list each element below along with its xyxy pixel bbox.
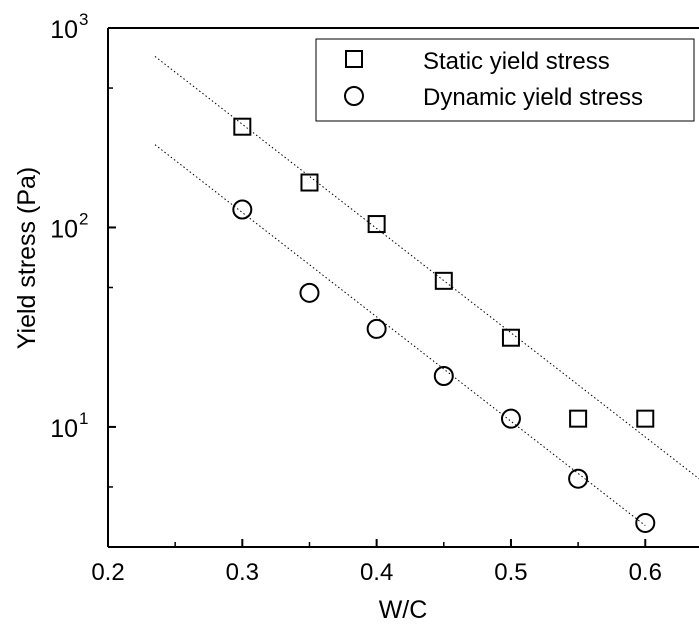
- dynamic-yield-point: [366, 318, 387, 339]
- legend-label-static: Static yield stress: [423, 48, 610, 75]
- fit-line: [154, 56, 699, 480]
- dynamic-yield-point: [299, 282, 320, 303]
- x-tick-label: 0.2: [91, 559, 124, 586]
- static-yield-point: [434, 271, 453, 290]
- dynamic-yield-point: [433, 365, 454, 386]
- static-yield-point: [501, 328, 520, 347]
- fit-line: [154, 144, 646, 527]
- y-tick-label-base: 10: [50, 215, 78, 243]
- legend-label-dynamic: Dynamic yield stress: [423, 84, 643, 111]
- legend-frame: [315, 38, 695, 122]
- x-tick-label: 0.5: [494, 559, 527, 586]
- y-axis-label: Yield stress (Pa): [13, 167, 41, 349]
- legend: Static yield stress Dynamic yield stress: [315, 38, 695, 122]
- data-markers: [232, 117, 656, 533]
- dynamic-yield-point: [500, 408, 521, 429]
- static-yield-point: [300, 173, 319, 192]
- dynamic-yield-point: [635, 512, 656, 533]
- y-tick-label-exponent: 2: [79, 209, 88, 228]
- y-tick-label-exponent: 1: [79, 409, 88, 428]
- dynamic-yield-point: [568, 468, 589, 489]
- static-yield-point: [636, 409, 655, 428]
- static-yield-point: [233, 117, 252, 136]
- legend-circle-marker: [344, 86, 364, 106]
- y-tick-label-base: 10: [50, 415, 78, 443]
- y-tick-label-exponent: 3: [79, 10, 88, 29]
- dynamic-yield-point: [232, 199, 253, 220]
- x-axis-label: W/C: [379, 596, 428, 624]
- static-yield-point: [367, 215, 386, 234]
- x-tick-label: 0.6: [629, 559, 662, 586]
- static-yield-point: [569, 409, 588, 428]
- x-tick-label: 0.4: [360, 559, 393, 586]
- x-tick-label: 0.3: [226, 559, 259, 586]
- x-axis-ticks: 0.2 0.3 0.4 0.5 0.6: [91, 539, 662, 586]
- fit-lines: [154, 56, 699, 527]
- legend-square-marker: [345, 50, 363, 68]
- y-tick-label-base: 10: [50, 16, 78, 44]
